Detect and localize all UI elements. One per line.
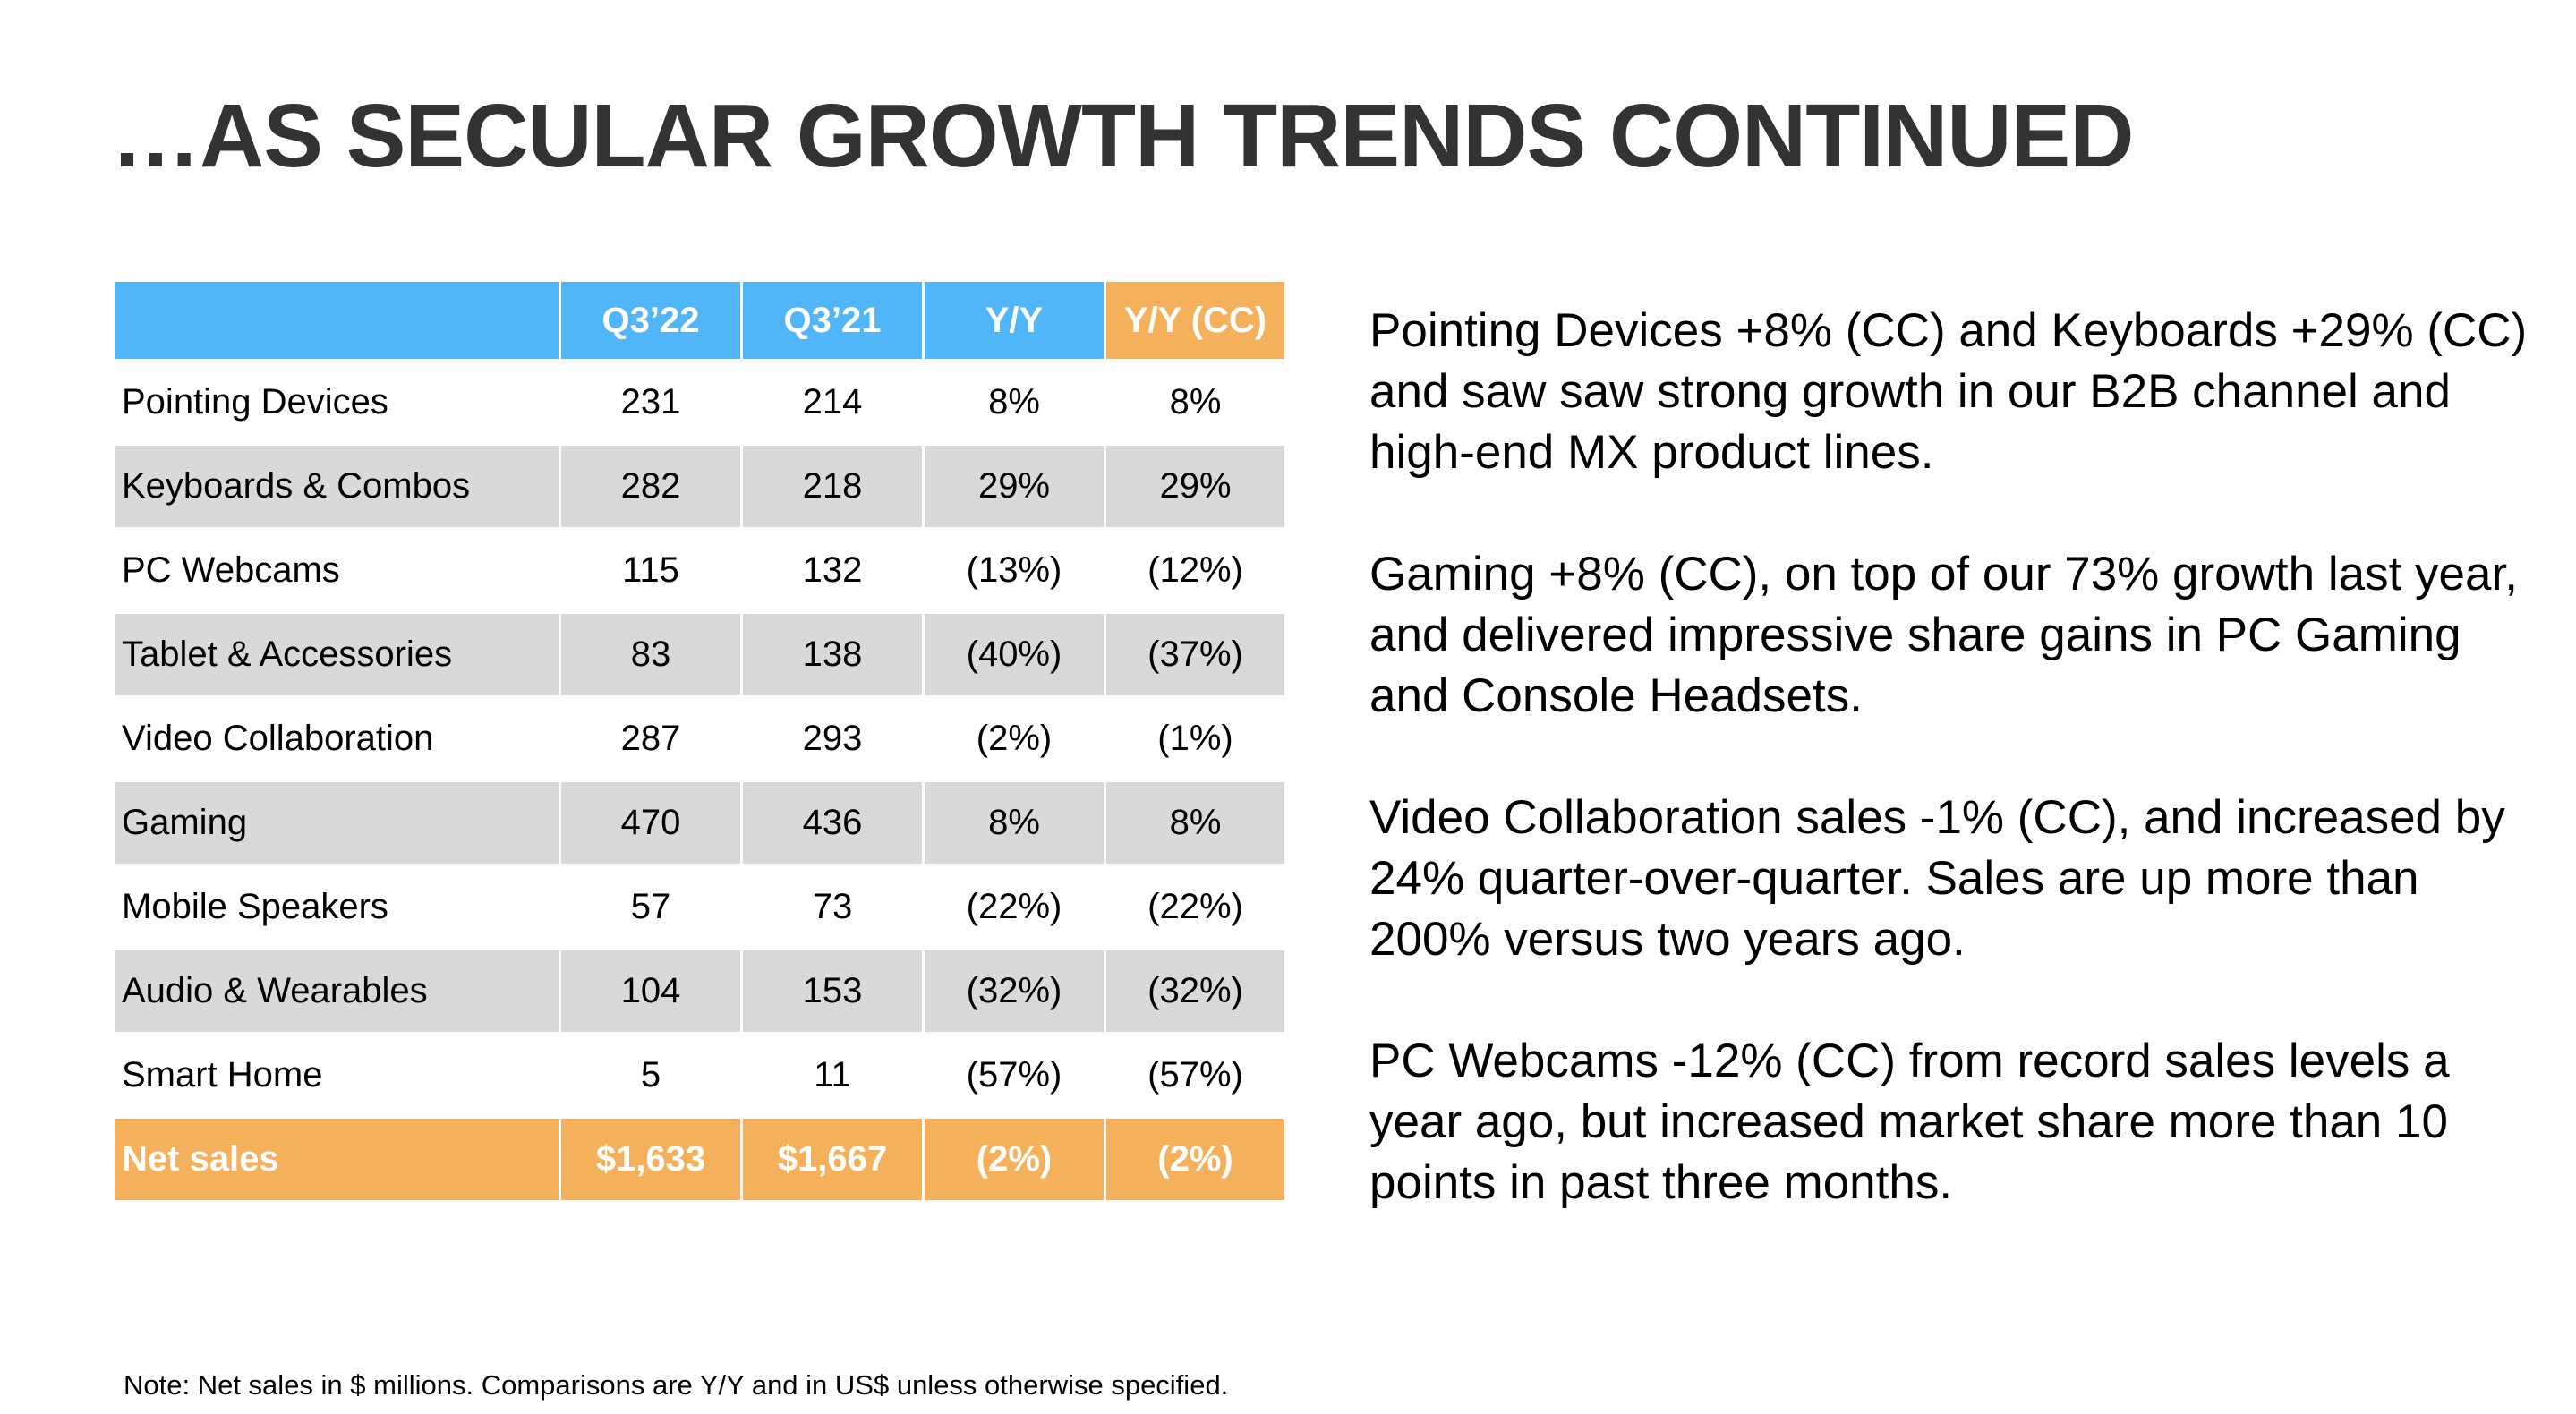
q3-22-value: $1,633: [559, 1116, 743, 1203]
yy-value: (22%): [922, 864, 1106, 950]
yy-cc-value: 8%: [1104, 359, 1287, 446]
yy-cc-value: 29%: [1104, 443, 1287, 530]
yy-cc-value: 8%: [1104, 779, 1287, 866]
row-label: Net sales: [112, 1116, 561, 1203]
q3-22-value: 282: [559, 443, 743, 530]
row-label: Pointing Devices: [112, 359, 561, 446]
header-category: [112, 279, 561, 362]
header-yy-cc: Y/Y (CC): [1104, 279, 1287, 362]
commentary-pointing-keyboards: Pointing Devices +8% (CC) and Keyboards …: [1369, 304, 2528, 479]
yy-cc-value: (22%): [1104, 864, 1287, 950]
commentary-video-collaboration: Video Collaboration sales -1% (CC), and …: [1369, 791, 2505, 966]
yy-value: (2%): [922, 695, 1106, 782]
q3-21-value: $1,667: [740, 1116, 925, 1203]
q3-21-value: 73: [740, 864, 925, 950]
table-row: Smart Home 5 11 (57%) (57%): [112, 1032, 1287, 1119]
slide-title: …AS SECULAR GROWTH TRENDS CONTINUED: [111, 86, 2134, 186]
table-row: Pointing Devices 231 214 8% 8%: [112, 359, 1287, 446]
q3-21-value: 214: [740, 359, 925, 446]
q3-22-value: 287: [559, 695, 743, 782]
q3-21-value: 436: [740, 779, 925, 866]
q3-21-value: 293: [740, 695, 925, 782]
table-row: Audio & Wearables 104 153 (32%) (32%): [112, 948, 1287, 1035]
yy-value: (13%): [922, 527, 1106, 614]
yy-value: (32%): [922, 948, 1106, 1035]
yy-cc-value: (12%): [1104, 527, 1287, 614]
table-row: Keyboards & Combos 282 218 29% 29%: [112, 443, 1287, 530]
row-label: Gaming: [112, 779, 561, 866]
header-q3-22: Q3’22: [559, 279, 743, 362]
yy-cc-value: (2%): [1104, 1116, 1287, 1203]
table-row: Mobile Speakers 57 73 (22%) (22%): [112, 864, 1287, 950]
yy-value: (2%): [922, 1116, 1106, 1203]
footnote: Note: Net sales in $ millions. Compariso…: [124, 1369, 1229, 1401]
row-label: Tablet & Accessories: [112, 611, 561, 698]
q3-22-value: 231: [559, 359, 743, 446]
yy-cc-value: (1%): [1104, 695, 1287, 782]
q3-22-value: 83: [559, 611, 743, 698]
yy-cc-value: (37%): [1104, 611, 1287, 698]
q3-22-value: 115: [559, 527, 743, 614]
commentary-gaming: Gaming +8% (CC), on top of our 73% growt…: [1369, 548, 2518, 722]
q3-21-value: 132: [740, 527, 925, 614]
q3-22-value: 104: [559, 948, 743, 1035]
total-row: Net sales $1,633 $1,667 (2%) (2%): [112, 1116, 1287, 1203]
table-row: PC Webcams 115 132 (13%) (12%): [112, 527, 1287, 614]
table-header-row: Q3’22 Q3’21 Y/Y Y/Y (CC): [112, 279, 1287, 362]
row-label: Smart Home: [112, 1032, 561, 1119]
row-label: Mobile Speakers: [112, 864, 561, 950]
commentary-webcams: PC Webcams -12% (CC) from record sales l…: [1369, 1035, 2450, 1209]
row-label: Audio & Wearables: [112, 948, 561, 1035]
table-row: Tablet & Accessories 83 138 (40%) (37%): [112, 611, 1287, 698]
q3-22-value: 5: [559, 1032, 743, 1119]
table-row: Gaming 470 436 8% 8%: [112, 779, 1287, 866]
q3-21-value: 218: [740, 443, 925, 530]
q3-21-value: 11: [740, 1032, 925, 1119]
table-row: Video Collaboration 287 293 (2%) (1%): [112, 695, 1287, 782]
yy-cc-value: (32%): [1104, 948, 1287, 1035]
yy-value: (40%): [922, 611, 1106, 698]
header-q3-21: Q3’21: [740, 279, 925, 362]
yy-value: 8%: [922, 359, 1106, 446]
yy-cc-value: (57%): [1104, 1032, 1287, 1119]
yy-value: 29%: [922, 443, 1106, 530]
commentary: Pointing Devices +8% (CC) and Keyboards …: [1369, 301, 2533, 1274]
sales-table: Q3’22 Q3’21 Y/Y Y/Y (CC) Pointing Device…: [112, 279, 1287, 1203]
yy-value: (57%): [922, 1032, 1106, 1119]
yy-value: 8%: [922, 779, 1106, 866]
header-yy: Y/Y: [922, 279, 1106, 362]
q3-22-value: 470: [559, 779, 743, 866]
q3-21-value: 138: [740, 611, 925, 698]
row-label: Video Collaboration: [112, 695, 561, 782]
row-label: Keyboards & Combos: [112, 443, 561, 530]
row-label: PC Webcams: [112, 527, 561, 614]
q3-21-value: 153: [740, 948, 925, 1035]
q3-22-value: 57: [559, 864, 743, 950]
